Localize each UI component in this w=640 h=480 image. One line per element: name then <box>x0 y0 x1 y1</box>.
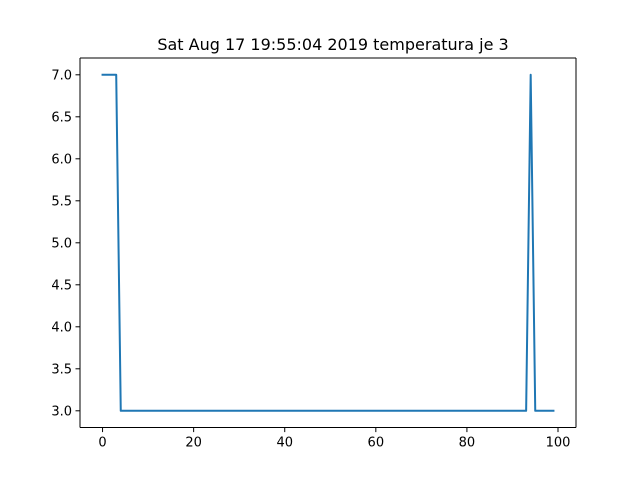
series-line-0 <box>101 73 555 412</box>
x-tick-label: 20 <box>185 436 202 451</box>
x-tick-label: 0 <box>98 436 106 451</box>
series-layer <box>101 73 555 412</box>
y-tick-label: 3.0 <box>51 404 72 419</box>
y-tick-label: 5.0 <box>51 236 72 251</box>
chart-title: Sat Aug 17 19:55:04 2019 temperatura je … <box>157 35 508 54</box>
y-tick-label: 6.0 <box>51 152 72 167</box>
plot-area <box>80 58 576 428</box>
y-tick-label: 7.0 <box>51 68 72 83</box>
x-tick-label: 40 <box>276 436 293 451</box>
y-tick-label: 4.0 <box>51 320 72 335</box>
y-tick-label: 6.5 <box>51 110 72 125</box>
x-tick-label: 100 <box>546 436 571 451</box>
y-tick-label: 4.5 <box>51 278 72 293</box>
y-tick-label: 3.5 <box>51 362 72 377</box>
tick-layer: 0 20 40 60 80 100 3.0 3.5 4.0 4.5 5.0 5.5 6.0 6.5 7.0 <box>51 68 570 450</box>
x-tick-label: 80 <box>459 436 476 451</box>
x-tick-label: 60 <box>368 436 385 451</box>
axes-background <box>80 58 576 428</box>
y-tick-label: 5.5 <box>51 194 72 209</box>
